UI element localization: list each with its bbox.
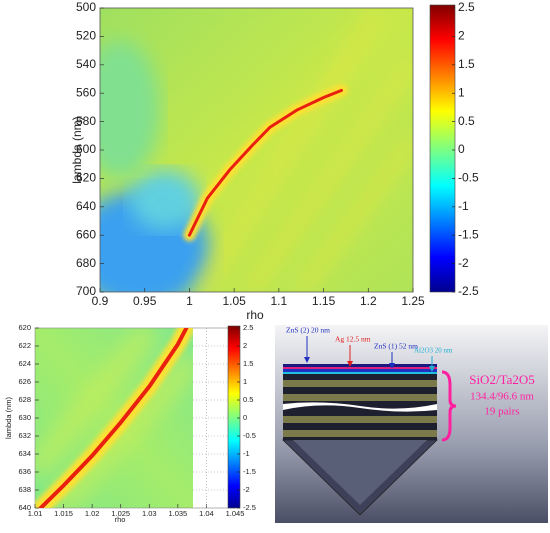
x-tick-label: 0.95 — [133, 294, 157, 308]
y-tick-label: 640 — [76, 199, 96, 213]
x-tick-label: 1.25 — [401, 294, 425, 308]
x-tick-label: 1.025 — [111, 509, 130, 518]
x-tick-label: 0.9 — [92, 294, 109, 308]
x-axis-label: rho — [246, 308, 264, 322]
y-tick-label: 500 — [76, 0, 96, 14]
y-tick-label: 624 — [18, 359, 31, 368]
y-tick-label: 700 — [76, 284, 96, 298]
colorbar-tick-label: -1 — [243, 449, 250, 458]
x-tick-label: 1.015 — [54, 509, 73, 518]
y-tick-label: 626 — [18, 377, 31, 386]
x-tick-label: 1.1 — [271, 294, 288, 308]
y-tick-label: 520 — [76, 29, 96, 43]
x-tick-label: 1.045 — [226, 509, 245, 518]
colorbar-tick-label: 2.5 — [458, 0, 475, 14]
y-tick-label: 622 — [18, 341, 31, 350]
layer-label: Ag 12.5 nm — [335, 335, 371, 344]
x-tick-label: 1.01 — [28, 509, 43, 518]
y-tick-label: 560 — [76, 85, 96, 99]
colorbar-tick-label: -2.5 — [458, 284, 479, 298]
structure-diagram: ZnS (2) 20 nm Ag 12.5 nm ZnS (1) 52 nm A… — [275, 325, 548, 523]
x-axis-label: rho — [115, 515, 126, 524]
y-axis-label: lambda (nm) — [4, 396, 13, 439]
colorbar-tick-label: 2.5 — [243, 323, 253, 332]
y-tick-label: 628 — [18, 395, 31, 404]
colorbar-tick-label: -1.5 — [458, 227, 479, 241]
layer-label: ZnS (1) 52 nm — [374, 342, 418, 351]
x-tick-label: 1.03 — [142, 509, 157, 518]
x-tick-label: 1.04 — [199, 509, 214, 518]
x-tick-label: 1.05 — [222, 294, 246, 308]
x-tick-label: 1.02 — [85, 509, 100, 518]
colorbar-tick-label: 0 — [458, 142, 465, 156]
x-tick-label: 1.2 — [360, 294, 377, 308]
x-tick-label: 1 — [186, 294, 193, 308]
y-tick-label: 620 — [18, 323, 31, 332]
stack-material: SiO2/Ta2O5 — [469, 372, 535, 387]
colorbar-tick-label: -2 — [243, 485, 250, 494]
colorbar-tick-label: 1.5 — [458, 57, 475, 71]
colorbar — [429, 4, 456, 293]
y-tick-label: 634 — [18, 449, 31, 458]
y-tick-label: 640 — [18, 503, 31, 512]
ridge-line — [187, 88, 343, 237]
colorbar-tick-label: 1.5 — [243, 359, 253, 368]
ridge-group — [35, 328, 193, 508]
colorbar-tick-label: 0.5 — [458, 114, 475, 128]
y-tick-label: 680 — [76, 256, 96, 270]
colorbar-tick-label: -2 — [458, 256, 469, 270]
colorbar — [227, 325, 241, 509]
colorbar-tick-label: -0.5 — [243, 431, 256, 440]
y-tick-label: 638 — [18, 485, 31, 494]
y-axis-label: lambda (nm) — [70, 116, 84, 183]
colorbar-tick-label: 2 — [458, 29, 465, 43]
colorbar-tick-label: -2.5 — [243, 503, 256, 512]
colorbar-tick-label: 2 — [243, 341, 247, 350]
colorbar-tick-label: 0.5 — [243, 395, 253, 404]
layer-label: ZnS (2) 20 nm — [286, 326, 330, 335]
colorbar-tick-label: 1 — [243, 377, 247, 386]
x-tick-label: 1.035 — [168, 509, 187, 518]
y-tick-label: 636 — [18, 467, 31, 476]
y-tick-label: 630 — [18, 413, 31, 422]
y-tick-label: 600 — [76, 142, 96, 156]
colorbar-tick-label: -1.5 — [243, 467, 256, 476]
ridge-line — [38, 328, 189, 508]
colorbar-tick-label: 0 — [243, 413, 247, 422]
colorbar-tick-label: -1 — [458, 199, 469, 213]
stack-thickness: 134.4/96.6 nm — [470, 391, 534, 403]
y-tick-label: 632 — [18, 431, 31, 440]
ridge-group — [183, 84, 348, 242]
y-tick-label: 540 — [76, 57, 96, 71]
layer-label: Al2O3 20 nm — [414, 347, 453, 355]
heatmap-background — [100, 8, 413, 292]
colorbar-tick-label: 1 — [458, 85, 465, 99]
y-tick-label: 620 — [76, 171, 96, 185]
colorbar-tick-label: -0.5 — [458, 171, 479, 185]
y-tick-label: 660 — [76, 227, 96, 241]
x-tick-label: 1.15 — [312, 294, 336, 308]
stack-pairs: 19 pairs — [484, 406, 519, 418]
y-tick-label: 580 — [76, 114, 96, 128]
